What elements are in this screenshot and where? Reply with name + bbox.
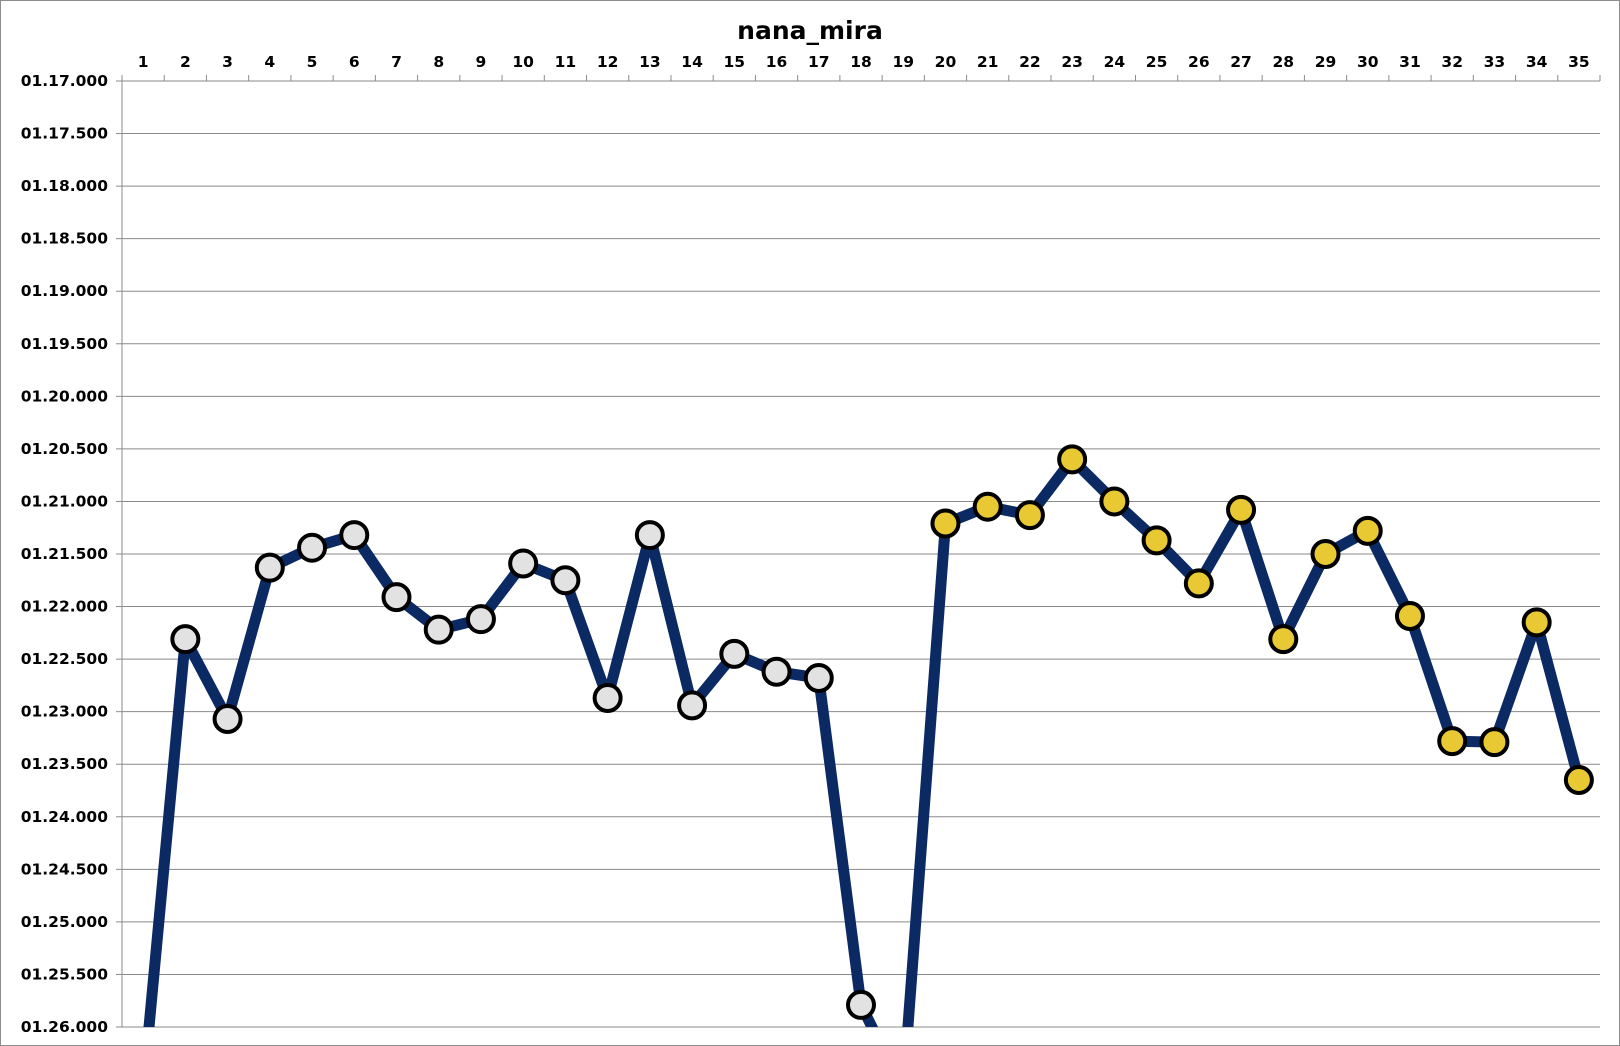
data-point-lap-4: [254, 552, 285, 583]
x-tick-label: 20: [935, 53, 957, 71]
y-axis-tick-labels: 01.17.000 01.17.500 01.18.000 01.18.500 01.1…: [21, 72, 108, 1036]
data-point-lap-7: [381, 582, 412, 613]
data-point-lap-14: [677, 690, 708, 721]
data-point-lap-20: [930, 508, 961, 539]
y-tick-label: 01.17.000: [21, 72, 108, 90]
x-tick-label: 4: [264, 53, 275, 71]
chart-title: nana_mira: [737, 16, 883, 45]
x-tick-label: 33: [1484, 53, 1506, 71]
x-tick-label: 3: [222, 53, 233, 71]
y-tick-label: 01.23.500: [21, 755, 108, 773]
x-tick-label: 8: [433, 53, 444, 71]
x-tick-label: 26: [1188, 53, 1210, 71]
data-point-lap-25: [1141, 525, 1172, 556]
x-tick-label: 6: [349, 53, 360, 71]
x-tick-label: 16: [766, 53, 788, 71]
x-tick-label: 30: [1357, 53, 1379, 71]
data-point-lap-2: [170, 624, 201, 655]
x-tick-label: 35: [1568, 53, 1590, 71]
data-point-lap-26: [1183, 568, 1214, 599]
data-point-lap-17: [803, 663, 834, 694]
data-point-lap-15: [719, 638, 750, 669]
data-point-lap-3: [212, 704, 243, 735]
y-tick-label: 01.20.500: [21, 440, 108, 458]
x-tick-label: 5: [307, 53, 318, 71]
x-tick-label: 18: [850, 53, 872, 71]
x-tick-label: 2: [180, 53, 191, 71]
x-tick-label: 21: [977, 53, 999, 71]
y-tick-label: 01.26.000: [21, 1018, 108, 1036]
data-point-lap-32: [1437, 726, 1468, 757]
data-point-lap-35: [1563, 764, 1594, 795]
y-tick-label: 01.19.000: [21, 282, 108, 300]
x-axis-tick-labels: 1 2 3 4 5 6 7 8 9 10 11 12 13 14 15 16 17 18 19 20 21 22 23 24 2…: [138, 53, 1590, 71]
y-tick-label: 01.18.000: [21, 177, 108, 195]
data-point-lap-5: [297, 532, 328, 563]
y-tick-label: 01.20.000: [21, 387, 108, 405]
data-point-lap-34: [1521, 607, 1552, 638]
data-point-lap-9: [465, 604, 496, 635]
data-point-lap-13: [634, 520, 665, 551]
y-tick-label: 01.25.500: [21, 965, 108, 983]
x-tick-label: 12: [597, 53, 619, 71]
y-tick-label: 01.18.500: [21, 230, 108, 248]
data-point-lap-24: [1099, 486, 1130, 517]
x-tick-label: 7: [391, 53, 402, 71]
y-tick-label: 01.24.500: [21, 860, 108, 878]
data-point-lap-21: [972, 491, 1003, 522]
data-point-lap-30: [1352, 515, 1383, 546]
data-point-lap-12: [592, 683, 623, 714]
data-point-lap-23: [1057, 444, 1088, 475]
x-tick-label: 14: [681, 53, 703, 71]
y-tick-label: 01.21.000: [21, 492, 108, 510]
x-tick-label: 25: [1146, 53, 1168, 71]
x-tick-label: 28: [1272, 53, 1294, 71]
data-point-lap-11: [550, 565, 581, 596]
data-point-lap-33: [1479, 727, 1510, 758]
x-tick-label: 22: [1019, 53, 1041, 71]
x-tick-label: 13: [639, 53, 661, 71]
x-tick-label: 10: [512, 53, 534, 71]
x-tick-label: 11: [555, 53, 577, 71]
x-tick-label: 17: [808, 53, 830, 71]
axes: [116, 75, 1601, 1028]
data-point-lap-28: [1268, 624, 1299, 655]
y-tick-label: 01.25.000: [21, 913, 108, 931]
y-tick-label: 01.22.500: [21, 650, 108, 668]
x-tick-label: 34: [1526, 53, 1548, 71]
data-point-lap-22: [1014, 500, 1045, 531]
y-tick-label: 01.17.500: [21, 125, 108, 143]
x-tick-label: 15: [724, 53, 746, 71]
x-tick-label: 31: [1399, 53, 1421, 71]
y-tick-label: 01.21.500: [21, 545, 108, 563]
data-points: [170, 444, 1594, 1020]
x-tick-label: 27: [1230, 53, 1252, 71]
data-point-lap-16: [761, 656, 792, 687]
data-point-lap-8: [423, 614, 454, 645]
data-point-lap-6: [339, 520, 370, 551]
data-point-lap-18: [846, 989, 876, 1020]
x-tick-label: 9: [476, 53, 487, 71]
x-tick-label: 19: [892, 53, 914, 71]
x-tick-label: 32: [1441, 53, 1463, 71]
y-tick-label: 01.22.000: [21, 598, 108, 616]
x-tick-label: 1: [138, 53, 149, 71]
y-tick-label: 01.24.000: [21, 808, 108, 826]
x-tick-label: 29: [1315, 53, 1337, 71]
data-point-lap-10: [508, 548, 539, 579]
x-tick-label: 23: [1061, 53, 1083, 71]
data-point-lap-27: [1226, 494, 1257, 525]
x-tick-label: 24: [1104, 53, 1126, 71]
y-tick-label: 01.19.500: [21, 335, 108, 353]
y-tick-label: 01.23.000: [21, 703, 108, 721]
data-point-lap-29: [1310, 539, 1341, 569]
data-point-lap-31: [1394, 601, 1425, 632]
